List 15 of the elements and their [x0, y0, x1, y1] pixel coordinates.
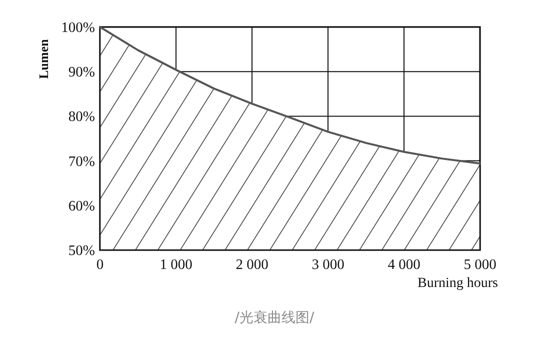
y-tick-label: 60% [68, 198, 95, 214]
x-axis-title: Burning hours [418, 276, 498, 291]
y-tick-label: 100% [61, 20, 95, 36]
x-tick-label: 2 000 [236, 257, 268, 273]
y-tick-label: 50% [68, 243, 95, 259]
y-tick-label: 90% [68, 64, 95, 81]
y-tick-label: 70% [68, 154, 95, 170]
x-tick-label: 1 000 [160, 257, 192, 273]
x-tick-label: 3 000 [312, 257, 344, 273]
y-axis-title: Lumen [36, 38, 51, 79]
y-tick-label: 80% [68, 109, 95, 126]
x-tick-label: 5 000 [464, 257, 496, 273]
x-tick-label: 4 000 [388, 257, 420, 273]
text: /光衰曲线图/ [234, 310, 314, 326]
x-tick-label: 0 [96, 257, 104, 273]
